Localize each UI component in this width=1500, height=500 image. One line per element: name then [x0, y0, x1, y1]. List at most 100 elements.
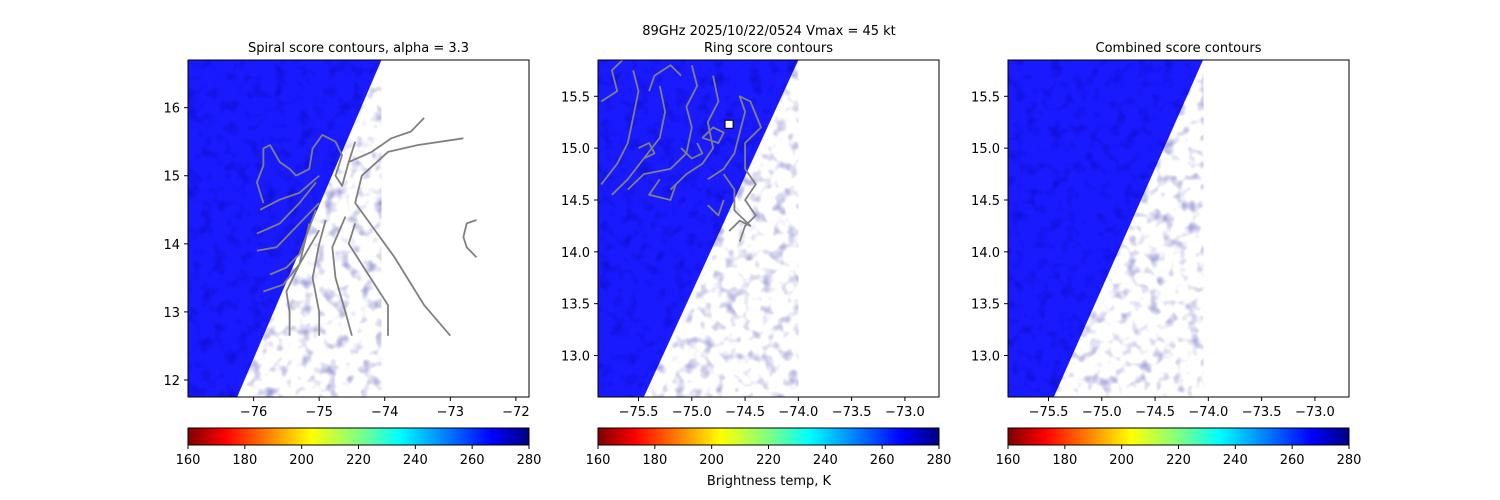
- panel-title: Combined score contours: [1096, 41, 1262, 56]
- contour-line: [354, 137, 464, 337]
- panel-title: Ring score contours: [704, 41, 833, 56]
- contour-line: [347, 223, 389, 336]
- contour-line: [263, 229, 320, 293]
- colorbar-tick-label: 280: [927, 453, 952, 468]
- y-tick-label: 15.0: [971, 142, 1000, 157]
- contour-line: [331, 216, 353, 336]
- colorbar-tick-label: 220: [756, 453, 781, 468]
- contour-line: [701, 126, 725, 144]
- contour-line: [259, 175, 320, 211]
- figure-suptitle: 89GHz 2025/10/22/0524 Vmax = 45 kt: [642, 24, 896, 39]
- contour-line: [638, 142, 656, 160]
- contour-line: [334, 141, 357, 187]
- y-tick-label: 15.0: [561, 142, 590, 157]
- x-tick-label: −73.5: [1242, 405, 1282, 420]
- swath-texture: [598, 60, 799, 397]
- y-tick-label: 13.0: [971, 350, 1000, 365]
- x-tick-label: −74.0: [778, 405, 818, 420]
- x-tick-label: −74.5: [1135, 405, 1175, 420]
- contour-line: [722, 173, 752, 232]
- contour-line: [680, 142, 704, 160]
- x-tick-label: −73.0: [1295, 405, 1335, 420]
- colorbar-tick-label: 240: [813, 453, 838, 468]
- colorbar-tick-label: 180: [232, 453, 257, 468]
- colorbar-tick-label: 200: [699, 453, 724, 468]
- y-tick-label: 15: [163, 170, 180, 185]
- colorbar-tick-label: 280: [1337, 453, 1362, 468]
- colorbar-label: Brightness temp, K: [707, 474, 832, 489]
- colorbar-tick-label: 200: [289, 453, 314, 468]
- contour-line: [627, 64, 698, 191]
- colorbar: 160 180 200 220 240 260 280: [996, 427, 1362, 468]
- y-tick-label: 13.5: [971, 298, 1000, 313]
- contour-line: [648, 64, 682, 92]
- colorbar: 160 180 200 220 240 260 280: [586, 427, 952, 468]
- colorbar-tick-label: 220: [1166, 453, 1191, 468]
- colorbar-tick-label: 240: [403, 453, 428, 468]
- y-tick-label: 14: [163, 238, 180, 253]
- colorbar-tick-label: 280: [517, 453, 542, 468]
- x-tick-label: −74.0: [1188, 405, 1228, 420]
- y-tick-label: 13.5: [561, 298, 590, 313]
- x-tick-label: −74: [371, 405, 398, 420]
- colorbar-tick-label: 200: [1109, 453, 1134, 468]
- y-tick-label: 15.5: [561, 90, 590, 105]
- contour-line: [285, 223, 311, 336]
- contour-line: [256, 202, 320, 252]
- x-tick-label: −75.0: [672, 405, 712, 420]
- colorbar-gradient: [1007, 427, 1350, 446]
- colorbar-tick-label: 260: [870, 453, 895, 468]
- contour-line: [707, 95, 762, 242]
- x-tick-label: −74.5: [725, 405, 765, 420]
- colorbar-tick-label: 260: [1280, 453, 1305, 468]
- contour-line: [462, 219, 478, 259]
- colorbar-tick-label: 160: [586, 453, 611, 468]
- contour-line: [295, 134, 336, 177]
- y-tick-label: 14.0: [561, 246, 590, 261]
- x-tick-label: −75.5: [619, 405, 659, 420]
- colorbar-gradient: [597, 427, 940, 446]
- x-tick-label: −73.0: [885, 405, 925, 420]
- contour-line: [600, 60, 624, 103]
- colorbar-gradient: [187, 427, 530, 446]
- y-tick-label: 13.0: [561, 350, 590, 365]
- panel-3: Combined score contours −75.5 −75.0 −74.5 −7…: [971, 41, 1361, 468]
- panel-title: Spiral score contours, alpha = 3.3: [248, 41, 469, 56]
- x-tick-label: −73.5: [832, 405, 872, 420]
- y-tick-label: 15.5: [971, 90, 1000, 105]
- contour-line: [255, 144, 297, 204]
- x-tick-label: −75.0: [1082, 405, 1122, 420]
- swath-texture: [1008, 60, 1204, 397]
- y-tick-label: 14.0: [971, 246, 1000, 261]
- axes-frame: [1007, 59, 1350, 398]
- colorbar-tick-label: 180: [642, 453, 667, 468]
- y-tick-label: 14.5: [971, 194, 1000, 209]
- panel-2: Ring score contours−75.5 −75.0 −74.5 −74.0−…: [561, 41, 951, 468]
- x-tick-label: −73: [437, 405, 464, 420]
- x-tick-label: −76: [240, 405, 267, 420]
- colorbar-tick-label: 240: [1223, 453, 1248, 468]
- contour-line: [707, 199, 725, 217]
- contour-line: [600, 70, 640, 185]
- colorbar-tick-label: 220: [346, 453, 371, 468]
- contour-line: [669, 75, 720, 191]
- contour-line: [311, 219, 327, 336]
- contour-line: [648, 178, 677, 201]
- x-tick-label: −75: [305, 405, 332, 420]
- swath-texture: [188, 60, 382, 397]
- colorbar-tick-label: 180: [1052, 453, 1077, 468]
- y-tick-label: 16: [163, 102, 180, 117]
- x-tick-label: −72: [502, 405, 529, 420]
- x-tick-label: −75.5: [1029, 405, 1069, 420]
- contour-line: [348, 117, 425, 163]
- y-tick-label: 14.5: [561, 194, 590, 209]
- y-tick-label: 13: [163, 306, 180, 321]
- colorbar: 160 180 200 220 240 260 280: [176, 427, 542, 468]
- axes-frame: [597, 59, 940, 398]
- y-tick-label: 12: [163, 374, 180, 389]
- panels: Spiral score contours, alpha = 3.3 −76 −75…: [163, 41, 1361, 468]
- colorbar-tick-label: 160: [176, 453, 201, 468]
- contour-line: [256, 181, 317, 235]
- panel-1: Spiral score contours, alpha = 3.3 −76 −75…: [163, 41, 541, 468]
